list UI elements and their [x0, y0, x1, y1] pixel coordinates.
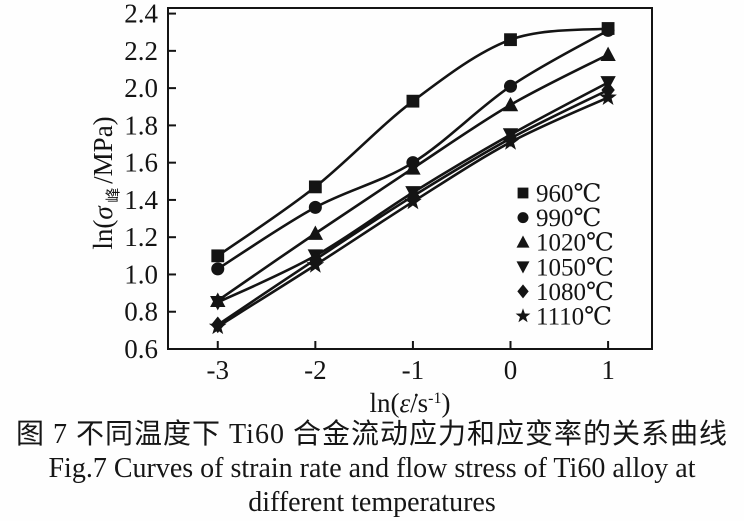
y-tick-label: 1.6 — [124, 148, 158, 178]
x-tick-label: -2 — [304, 355, 327, 385]
figure-caption-en-line2: different temperatures — [248, 486, 496, 518]
y-tick-label: 1.4 — [124, 185, 158, 215]
legend-triangle-up-icon — [516, 235, 530, 248]
y-tick-label: 0.6 — [124, 334, 158, 364]
x-tick-label: 0 — [504, 355, 518, 385]
circle-marker-icon — [211, 262, 225, 276]
chart: 0.6 0.8 1.0 1.2 1.4 1.6 1.8 2.0 2.2 2.4 -3 -2 -1 0 1 96… — [88, 0, 653, 418]
star-marker-icon — [208, 317, 227, 335]
y-tick-label: 0.8 — [124, 297, 158, 327]
y-tick-label: 1.8 — [124, 110, 158, 140]
y-tick-label: 2.2 — [124, 36, 158, 66]
star-marker-icon — [599, 88, 617, 105]
square-marker-icon — [211, 249, 225, 263]
legend-label: 1080℃ — [536, 279, 614, 306]
series-markers-1110℃ — [208, 88, 617, 335]
x-tick-label: -1 — [402, 355, 425, 385]
y-tick-label: 1.2 — [124, 222, 158, 252]
circle-marker-icon — [601, 23, 615, 37]
star-marker-icon — [404, 192, 422, 210]
legend-label: 1050℃ — [536, 254, 614, 281]
legend-square-icon — [517, 187, 529, 199]
legend-triangle-down-icon — [516, 261, 530, 274]
series-markers-990℃ — [211, 23, 615, 276]
triangle-up-marker-icon — [307, 225, 324, 240]
square-marker-icon — [308, 180, 322, 194]
circle-marker-icon — [308, 200, 322, 214]
figure-caption-en-line1: Fig.7 Curves of strain rate and flow str… — [48, 453, 696, 485]
x-tick-label: -3 — [207, 355, 230, 385]
x-tick-label: 1 — [601, 355, 615, 385]
triangle-up-marker-icon — [502, 96, 519, 112]
legend-circle-icon — [517, 212, 529, 224]
legend-star-icon — [515, 308, 531, 323]
y-tick-label: 2.0 — [124, 73, 158, 103]
triangle-up-marker-icon — [405, 160, 421, 175]
legend-label: 1110℃ — [536, 304, 612, 331]
triangle-up-marker-icon — [600, 46, 616, 61]
square-marker-icon — [504, 33, 517, 47]
star-marker-icon — [306, 255, 325, 273]
star-marker-icon — [501, 132, 520, 150]
legend-label: 960℃ — [536, 181, 601, 208]
legend-label: 1020℃ — [536, 230, 614, 257]
square-marker-icon — [406, 94, 420, 108]
legend-diamond-icon — [517, 284, 529, 299]
axis-box — [167, 7, 653, 350]
figure-caption-zh: 图 7 不同温度下 Ti60 合金流动应力和应变率的关系曲线 — [16, 419, 728, 450]
triangle-down-marker-icon — [210, 296, 226, 311]
y-axis-label: ln(σ 峰 /MPa) — [88, 116, 122, 249]
legend-label: 990℃ — [536, 205, 601, 232]
circle-marker-icon — [503, 79, 518, 93]
y-tick-label: 1.0 — [124, 259, 158, 289]
x-axis-label: ln(ε̇/s-1) — [370, 388, 451, 418]
y-tick-label: 2.4 — [124, 0, 158, 29]
